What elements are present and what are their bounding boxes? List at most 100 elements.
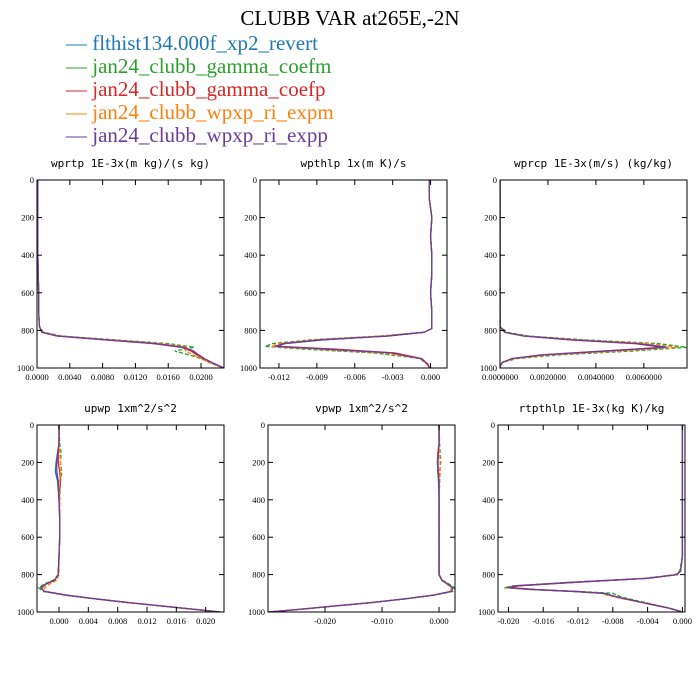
panel-frame	[499, 179, 688, 369]
legend-label: jan24_clubb_wpxp_ri_expm	[92, 100, 334, 124]
panel-frame	[36, 424, 225, 613]
y-tick-label: 600	[252, 532, 265, 542]
y-tick-label: 800	[244, 325, 257, 335]
x-tick-label: 0.000	[429, 616, 448, 626]
panel-title: upwp 1xm^2/s^2	[84, 402, 177, 415]
y-tick-label: 1000	[480, 363, 497, 373]
x-tick-label: 0.0080	[91, 372, 114, 382]
y-tick-label: 400	[482, 495, 495, 505]
panel-frame	[497, 424, 686, 613]
profile-panel: wpthlp 1x(m K)/s 0 200 400 600 800 1000 -0.012 -…	[240, 157, 448, 382]
y-tick-label: 0	[253, 175, 257, 185]
x-tick-label: 0.000	[673, 616, 692, 626]
series-line	[37, 180, 224, 368]
y-tick-label: 800	[484, 325, 497, 335]
series-line	[500, 180, 668, 368]
series-line	[264, 180, 433, 368]
series-line	[37, 180, 224, 368]
legend-label: jan24_clubb_wpxp_ri_expp	[92, 123, 328, 147]
y-tick-label: 200	[484, 213, 497, 223]
y-tick-label: 0	[30, 420, 34, 430]
y-tick-label: 0	[30, 175, 34, 185]
series-line	[274, 180, 433, 368]
y-tick-label: 200	[244, 213, 257, 223]
legend-label: flthist134.000f_xp2_revert	[92, 31, 318, 55]
legend-item: — jan24_clubb_wpxp_ri_expm	[66, 101, 334, 124]
series-line	[39, 425, 221, 612]
legend-line-marker: —	[66, 100, 93, 124]
x-tick-label: -0.006	[344, 372, 366, 382]
legend-item: — flthist134.000f_xp2_revert	[66, 32, 334, 55]
legend-item: — jan24_clubb_gamma_coefp	[66, 78, 334, 101]
legend: — flthist134.000f_xp2_revert — jan24_clu…	[66, 32, 334, 147]
x-tick-label: -0.012	[567, 616, 589, 626]
x-tick-label: -0.016	[532, 616, 554, 626]
y-tick-label: 400	[244, 250, 257, 260]
y-tick-label: 0	[261, 420, 265, 430]
series-line	[37, 425, 221, 612]
series-line	[37, 180, 224, 368]
series-line	[268, 425, 454, 612]
x-tick-label: 0.020	[196, 616, 215, 626]
x-tick-label: 0.0200	[189, 372, 212, 382]
y-tick-label: 600	[244, 288, 257, 298]
series-line	[500, 180, 687, 368]
x-tick-label: 0.004	[79, 616, 99, 626]
x-tick-label: 0.0060000	[626, 372, 662, 382]
y-tick-label: 400	[484, 250, 497, 260]
y-tick-label: 0	[493, 175, 497, 185]
y-tick-label: 200	[21, 457, 34, 467]
y-tick-label: 800	[21, 570, 34, 580]
x-tick-label: 0.016	[167, 616, 186, 626]
x-tick-label: 0.0000000	[482, 372, 518, 382]
profile-panel: vpwp 1xm^2/s^2 0 200 400 600 800 1000 -0.020 -0.…	[248, 402, 456, 626]
x-tick-label: 0.000	[421, 372, 440, 382]
x-tick-label: 0.0020000	[530, 372, 566, 382]
x-tick-label: -0.020	[314, 616, 336, 626]
y-tick-label: 600	[484, 288, 497, 298]
panel-frame	[259, 179, 448, 369]
profile-panel: upwp 1xm^2/s^2 0 200 400 600 800 1000 0.000 0.00…	[17, 402, 225, 626]
legend-item: — jan24_clubb_gamma_coefm	[66, 55, 334, 78]
y-tick-label: 600	[482, 532, 495, 542]
legend-item: — jan24_clubb_wpxp_ri_expp	[66, 124, 334, 147]
panel-title: wprtp 1E-3x(m kg)/(s kg)	[51, 157, 210, 170]
panel-frame	[36, 179, 225, 369]
x-tick-label: -0.010	[371, 616, 393, 626]
x-tick-label: -0.009	[306, 372, 328, 382]
x-tick-label: 0.0000	[25, 372, 48, 382]
x-tick-label: 0.0040	[58, 372, 81, 382]
legend-line-marker: —	[66, 31, 93, 55]
legend-line-marker: —	[66, 123, 93, 147]
x-tick-label: 0.0040000	[578, 372, 614, 382]
series-line	[43, 425, 221, 612]
x-tick-label: 0.008	[108, 616, 127, 626]
x-tick-label: 0.000	[49, 616, 68, 626]
series-line	[268, 425, 453, 612]
figure-title: CLUBB VAR at265E,-2N	[240, 6, 460, 30]
series-line	[277, 180, 433, 368]
series-line	[271, 180, 433, 368]
x-tick-label: 0.012	[137, 616, 156, 626]
legend-label: jan24_clubb_gamma_coefm	[92, 54, 332, 78]
y-tick-label: 800	[21, 325, 34, 335]
series-line	[40, 425, 221, 612]
series-line	[508, 425, 684, 612]
y-tick-label: 400	[21, 495, 34, 505]
series-line	[39, 425, 221, 612]
x-tick-label: -0.004	[637, 616, 660, 626]
legend-line-marker: —	[66, 77, 93, 101]
y-tick-label: 600	[21, 532, 34, 542]
y-tick-label: 1000	[478, 607, 495, 617]
y-tick-label: 1000	[17, 363, 34, 373]
y-tick-label: 200	[482, 457, 495, 467]
series-line	[37, 180, 224, 368]
panel-title: wprcp 1E-3x(m/s) (kg/kg)	[514, 157, 673, 170]
series-line	[500, 180, 666, 368]
legend-line-marker: —	[66, 54, 93, 78]
x-tick-label: -0.003	[382, 372, 404, 382]
x-tick-label: 0.0160	[157, 372, 180, 382]
y-tick-label: 1000	[248, 607, 265, 617]
series-line	[507, 425, 684, 612]
